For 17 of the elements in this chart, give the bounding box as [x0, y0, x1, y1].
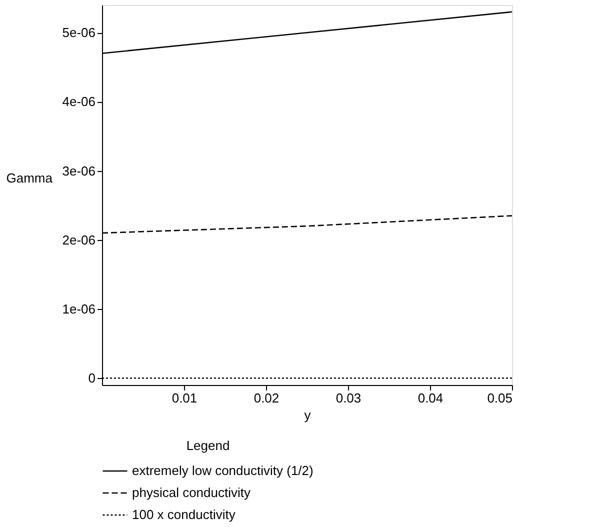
x-tick-label: 0.03 — [336, 390, 362, 406]
x-tick-label: 0.04 — [418, 390, 444, 406]
y-tick-label: 3e-06 — [62, 163, 96, 178]
y-axis-title: Gamma — [6, 170, 54, 186]
x-tick-label: 0.02 — [254, 390, 280, 406]
x-axis-title: y — [304, 408, 312, 422]
y-tick-label: 4e-06 — [62, 94, 96, 110]
legend-label: physical conductivity — [132, 485, 251, 500]
x-tick-label: 0.01 — [172, 390, 198, 406]
legend-label: 100 x conductivity — [132, 507, 236, 522]
legend-label: extremely low conductivity (1/2) — [132, 463, 314, 478]
y-tick-label: 0 — [88, 370, 96, 386]
y-tick-label: 2e-06 — [62, 232, 96, 248]
y-tick-label: 5e-06 — [62, 25, 96, 40]
legend-title: Legend — [186, 438, 230, 453]
y-tick-label: 1e-06 — [62, 302, 96, 316]
x-tick-label: 0.05 — [487, 390, 512, 406]
